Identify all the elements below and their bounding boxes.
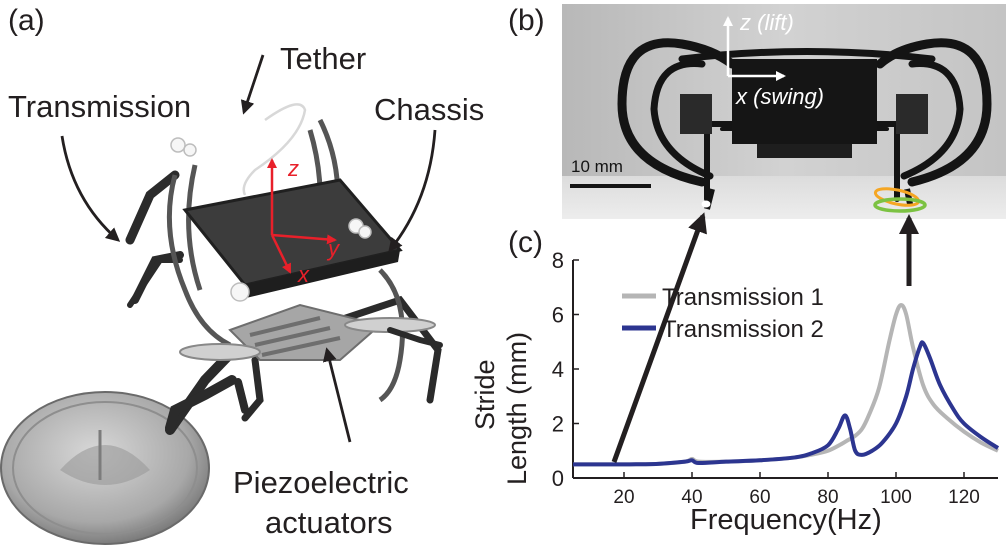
tether-label: Tether: [280, 41, 367, 76]
tether-wire: [242, 103, 307, 196]
piezo-actuators: [179, 303, 436, 361]
x-tick-label: 80: [817, 487, 838, 508]
transmission-label: Transmission: [8, 89, 192, 124]
coin: [0, 391, 210, 545]
x-tick-label: 40: [681, 487, 702, 508]
x-tick-label: 20: [613, 487, 634, 508]
foot-trajectory-green: [873, 197, 927, 213]
x-tick-label: 60: [749, 487, 770, 508]
connector-arrows: [611, 212, 919, 463]
y-tick-label: 2: [552, 412, 564, 437]
panel-c-label: (c): [508, 226, 543, 259]
actuator-label-line2: actuators: [265, 505, 393, 540]
joint-caps: [170, 137, 372, 302]
coordinate-arrows: [723, 16, 786, 81]
panel-a-label: (a): [8, 4, 45, 37]
panel-b-label: (b): [508, 4, 545, 37]
chassis-label: Chassis: [374, 92, 485, 127]
chassis-axes: [267, 158, 337, 274]
y-tick-label: 4: [552, 357, 564, 382]
x-swing-label: x (swing): [736, 84, 825, 109]
robot-photo: [0, 54, 443, 545]
actuator-label-line1: Piezoelectric: [233, 465, 409, 500]
side-view-photo: [562, 4, 1006, 219]
scale-bar-label: 10 mm: [571, 157, 623, 176]
y-tick-label: 0: [552, 466, 564, 491]
gearbox-left: [680, 94, 712, 134]
y-tick-label: 8: [552, 248, 564, 273]
z-lift-label: z (lift): [740, 10, 794, 35]
y-axis-label-line2: Length (mm): [502, 331, 532, 485]
x-tick-label: 120: [948, 487, 980, 508]
scale-bar: [570, 184, 651, 188]
foot-trajectory-small: [701, 200, 711, 208]
x-axis-label: Frequency(Hz): [690, 504, 882, 536]
axis-label-y: y: [328, 236, 339, 261]
axis-label-z: z: [288, 156, 299, 181]
legend-label-2: Transmission 2: [662, 316, 824, 343]
callout-arrows: [60, 54, 437, 443]
y-axis-label-line1: Stride: [470, 359, 500, 430]
y-tick-label: 6: [552, 303, 564, 328]
gearbox-right: [896, 94, 928, 134]
robot-front-legs: [165, 327, 443, 433]
axis-label-x: x: [298, 262, 309, 287]
x-tick-label: 100: [880, 487, 912, 508]
series-line-2: [573, 340, 1000, 467]
legend-label-1: Transmission 1: [662, 284, 824, 311]
